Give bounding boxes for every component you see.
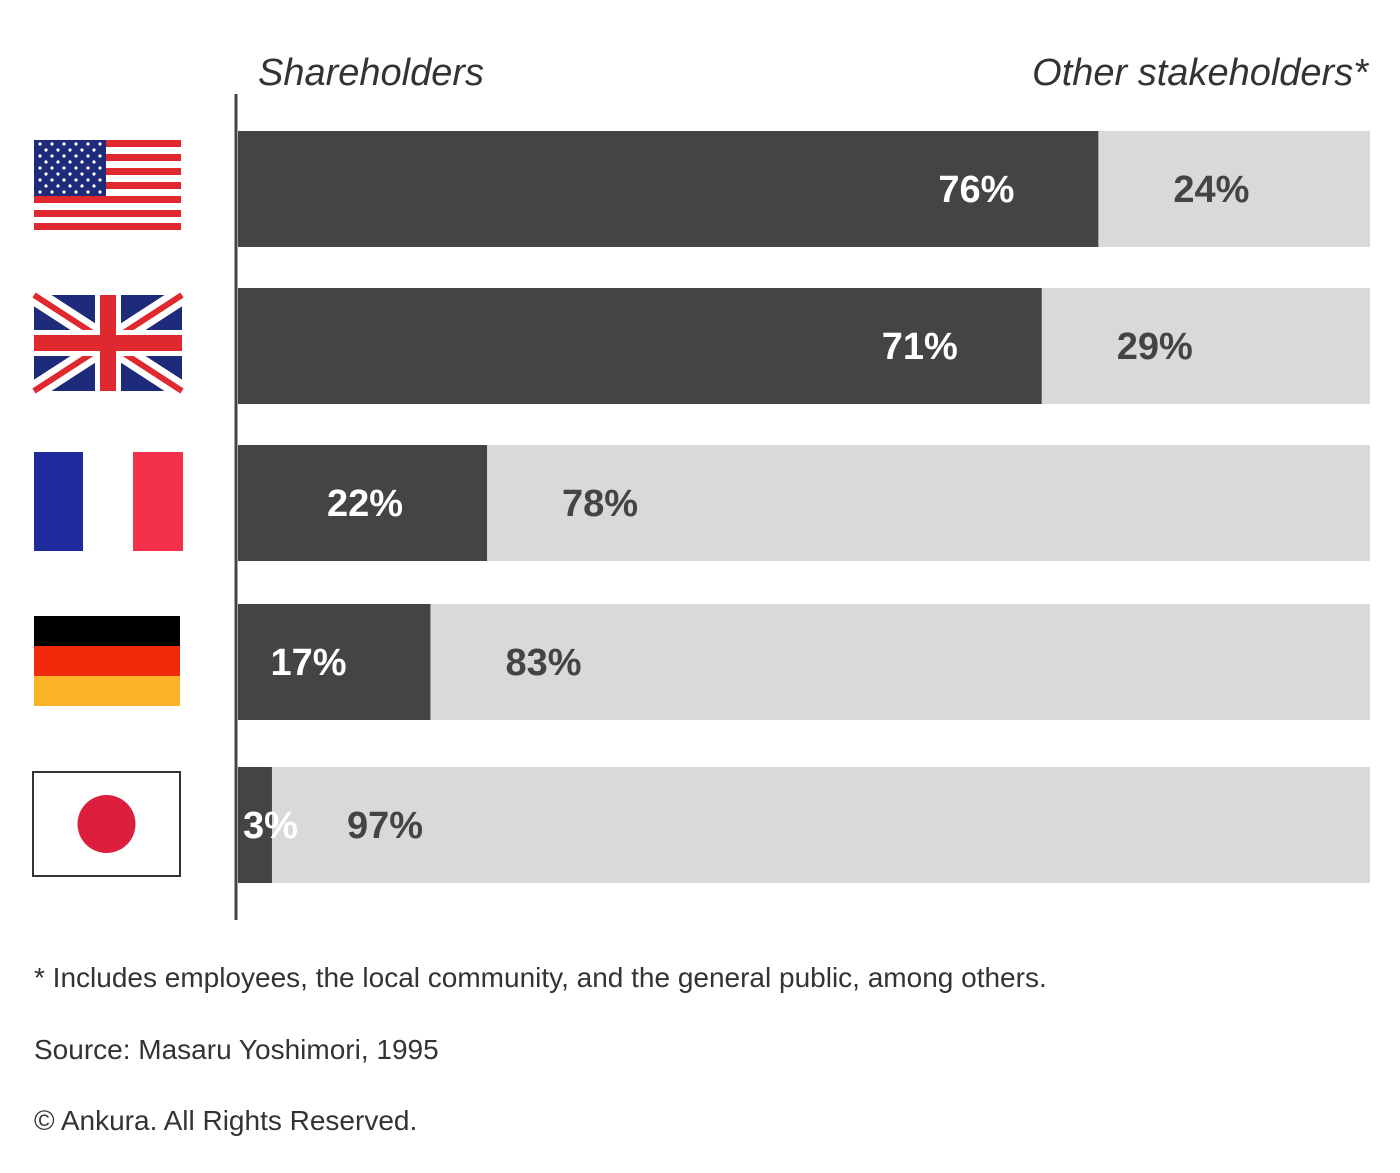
copyright-note: © Ankura. All Rights Reserved. [34,1105,418,1136]
uk-flag-icon [28,287,188,399]
series-label-other-stakeholders: Other stakeholders* [1032,52,1368,94]
france-flag-icon [34,452,183,551]
value-label-others-japan: 97% [347,805,423,847]
bar-shareholders-germany [238,604,431,720]
value-label-others-united-states: 24% [1173,169,1249,211]
series-label-shareholders: Shareholders [258,52,485,94]
value-label-shareholders-japan: 3% [243,805,298,847]
us-flag-icon [34,140,181,230]
japan-flag-icon [32,771,181,877]
germany-flag-icon [34,616,180,706]
value-label-shareholders-france: 22% [327,483,403,525]
bar-shareholders-united-kingdom [238,288,1042,404]
value-label-others-united-kingdom: 29% [1117,326,1193,368]
source-note: Source: Masaru Yoshimori, 1995 [34,1034,439,1065]
flags-column [28,140,188,877]
value-label-shareholders-united-states: 76% [938,169,1014,211]
value-label-shareholders-germany: 17% [270,642,346,684]
bar-shareholders-united-states [238,131,1099,247]
value-label-shareholders-united-kingdom: 71% [882,326,958,368]
value-label-others-germany: 83% [505,642,581,684]
footnote: * Includes employees, the local communit… [34,962,1047,993]
bar-shareholders-japan [238,767,272,883]
bar-others-japan [238,767,1370,883]
value-label-others-france: 78% [562,483,638,525]
bars-group: 76% 24% 71% 29% 22% 78% 17% 83% 3% 97% [238,131,1370,883]
bar-shareholders-france [238,445,488,561]
